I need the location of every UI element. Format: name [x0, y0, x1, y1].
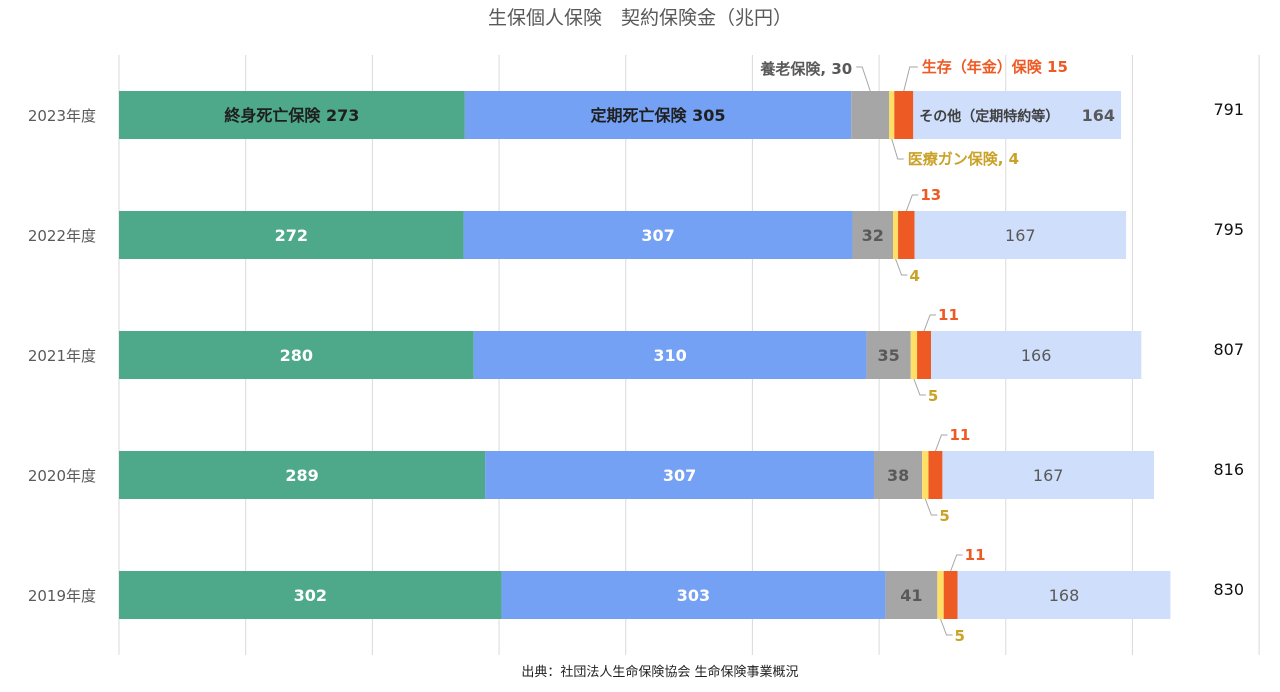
leader-line [940, 618, 953, 636]
total-labels: 791 795 807 816 830 [1213, 100, 1244, 599]
annotation-label: 5 [928, 387, 938, 405]
annotation-label: 5 [939, 507, 949, 525]
data-label: 35 [877, 346, 899, 365]
bar-segment [931, 331, 1142, 379]
chart-title: 生保個人保険 契約保険金（兆円） [488, 7, 792, 29]
bar-segment [889, 91, 895, 139]
bar-segment [874, 451, 923, 499]
data-label: 302 [294, 586, 327, 605]
leader-line [905, 194, 919, 212]
bar-segment [894, 91, 914, 139]
leader-line [856, 66, 871, 92]
y-axis-labels: 2023年度 2022年度 2021年度 2020年度 2019年度 [28, 107, 96, 605]
data-label: 307 [663, 466, 696, 485]
leader-line [891, 138, 904, 160]
bar-segment [885, 571, 938, 619]
bar-segment [913, 91, 1122, 139]
bar-segment [119, 451, 486, 499]
total-label: 830 [1213, 580, 1244, 599]
leader-line [923, 314, 937, 332]
category-label: 2023年度 [28, 107, 96, 125]
data-label: 303 [677, 586, 710, 605]
data-label: 定期死亡保険 305 [590, 106, 726, 125]
bar-segment [928, 451, 943, 499]
data-label: 終身死亡保険 273 [224, 106, 359, 125]
bar-segment [893, 211, 899, 259]
leader-line [950, 554, 963, 572]
data-label: 167 [1033, 466, 1064, 485]
bar-segment [501, 571, 886, 619]
bar-segment [937, 571, 944, 619]
annotation-label: 13 [920, 186, 941, 204]
bar-segment [866, 331, 911, 379]
leader-line [903, 66, 918, 92]
bar-segment [922, 451, 929, 499]
bar-segment [851, 91, 890, 139]
leader-line [913, 378, 926, 396]
bar-segment [463, 211, 853, 259]
annotations: 養老保険, 30 生存（年金）保険 15 医療ガン保険, 4 13 4 11 5 11 5 11 5 [759, 58, 1067, 645]
bars: 終身死亡保険 273 定期死亡保険 305 その他（定期特約等） 164 272 307 3… [119, 91, 1171, 619]
category-label: 2021年度 [28, 347, 96, 365]
annotation-label: 11 [938, 306, 959, 324]
data-label: その他（定期特約等） [919, 108, 1059, 125]
bar-segment [914, 211, 1127, 259]
data-label: 167 [1005, 226, 1036, 245]
bar-segment [464, 91, 852, 139]
data-label: 307 [641, 226, 674, 245]
leader-line [924, 498, 938, 516]
data-label: 280 [280, 346, 313, 365]
data-label: 41 [900, 586, 922, 605]
bar-segment [943, 571, 958, 619]
data-label: 164 [1082, 106, 1115, 125]
annotation-label: 生存（年金）保険 15 [922, 58, 1068, 76]
bar-segment [957, 571, 1171, 619]
total-label: 807 [1213, 340, 1244, 359]
annotation-label: 5 [955, 627, 965, 645]
data-label: 166 [1021, 346, 1052, 365]
bar-segment [898, 211, 915, 259]
annotation-label: 4 [910, 267, 920, 285]
data-label: 32 [862, 226, 884, 245]
data-label: 38 [887, 466, 909, 485]
annotation-label: 養老保険, 30 [759, 60, 852, 78]
annotation-label: 医療ガン保険, 4 [908, 150, 1019, 168]
total-label: 791 [1213, 100, 1244, 119]
leader-line [895, 258, 908, 276]
total-label: 795 [1213, 220, 1244, 239]
category-label: 2022年度 [28, 227, 96, 245]
bar-segment [942, 451, 1154, 499]
bar-segment [917, 331, 932, 379]
bar-segment [910, 331, 918, 379]
data-label: 310 [653, 346, 686, 365]
bar-segment [119, 211, 464, 259]
source-note: 出典：社団法人生命保険協会 生命保険事業概況 [521, 664, 798, 680]
data-label: 272 [275, 226, 308, 245]
category-label: 2019年度 [28, 587, 96, 605]
total-label: 816 [1213, 460, 1244, 479]
bar-segment [473, 331, 867, 379]
annotation-label: 11 [949, 426, 970, 444]
annotation-label: 11 [965, 546, 986, 564]
bar-segment [852, 211, 894, 259]
bar-segment [119, 91, 465, 139]
data-label: 289 [285, 466, 318, 485]
bar-segment [119, 571, 502, 619]
data-label: 168 [1049, 586, 1080, 605]
leader-line [934, 434, 948, 452]
category-label: 2020年度 [28, 467, 96, 485]
bar-segment [485, 451, 875, 499]
bar-segment [119, 331, 474, 379]
